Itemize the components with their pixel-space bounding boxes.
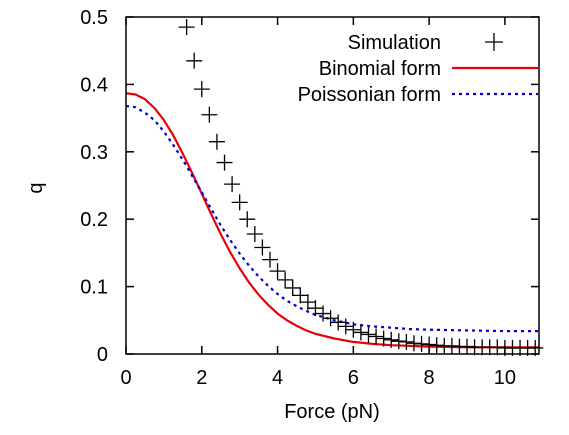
data-point-simulation	[254, 239, 271, 256]
x-tick-label: 6	[348, 367, 359, 389]
data-point-simulation	[269, 263, 286, 280]
plot-frame	[125, 16, 540, 355]
data-point-simulation	[398, 333, 415, 350]
legend-label-binomial-form: Binomial form	[319, 58, 441, 80]
data-point-simulation	[239, 211, 256, 228]
data-point-simulation	[345, 321, 362, 338]
data-point-simulation	[352, 324, 369, 341]
plot-area	[125, 16, 544, 356]
y-tick-label: 0.1	[80, 277, 108, 299]
y-tick-label: 0.5	[80, 7, 108, 29]
x-tick-label: 2	[196, 367, 207, 389]
data-point-simulation	[322, 310, 339, 327]
data-point-simulation	[489, 339, 506, 356]
data-point-simulation	[231, 194, 248, 211]
y-axis-label: q	[25, 182, 47, 193]
data-point-simulation	[284, 279, 301, 296]
data-point-simulation	[299, 294, 316, 311]
data-point-simulation	[246, 226, 263, 243]
data-point-simulation	[201, 106, 218, 123]
data-point-simulation	[193, 81, 210, 98]
y-tick-label: 0.3	[80, 142, 108, 164]
axis-ticks: 0 2 4 6 8 10 0 0.1 0.2 0.3 0.4 0.5	[80, 7, 539, 389]
data-point-simulation	[178, 19, 195, 36]
x-tick-label: 8	[424, 367, 435, 389]
data-point-simulation	[390, 333, 407, 350]
legend-label-simulation: Simulation	[348, 32, 441, 54]
data-point-simulation	[405, 335, 422, 352]
data-point-simulation	[443, 337, 460, 354]
legend-marker-simulation	[485, 33, 503, 51]
x-tick-label: 0	[120, 367, 131, 389]
data-point-simulation	[368, 328, 385, 345]
data-point-simulation	[360, 326, 377, 343]
y-tick-label: 0	[97, 344, 108, 366]
x-tick-label: 4	[272, 367, 283, 389]
data-point-simulation	[413, 335, 430, 352]
legend: Simulation Binomial form Poissonian form	[298, 32, 538, 106]
y-tick-label: 0.4	[80, 74, 108, 96]
series-line-poissonian-form	[125, 104, 539, 333]
x-tick-label: 10	[494, 367, 516, 389]
data-point-simulation	[337, 318, 354, 335]
data-point-simulation	[375, 330, 392, 347]
data-point-simulation	[292, 287, 309, 304]
data-point-simulation	[186, 52, 203, 69]
data-point-simulation	[428, 337, 445, 354]
data-point-simulation	[208, 133, 225, 150]
x-axis-label: Force (pN)	[284, 401, 380, 423]
data-point-simulation	[383, 331, 400, 348]
data-point-simulation	[330, 314, 347, 331]
legend-label-poissonian-form: Poissonian form	[298, 84, 441, 106]
data-point-simulation	[459, 338, 476, 355]
data-point-simulation	[216, 154, 233, 171]
y-tick-label: 0.2	[80, 209, 108, 231]
series-line-binomial-form	[125, 92, 539, 349]
series-layer	[125, 19, 544, 356]
data-point-simulation	[224, 176, 241, 193]
data-point-simulation	[277, 271, 294, 288]
data-point-simulation	[261, 251, 278, 268]
